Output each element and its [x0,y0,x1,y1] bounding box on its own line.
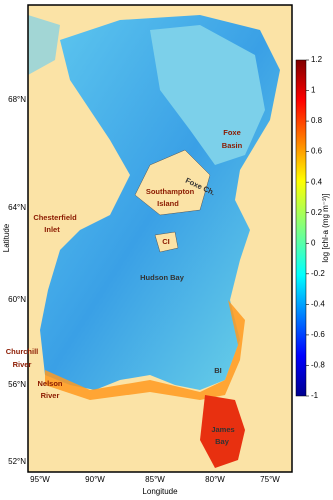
place-label: Chesterfield [33,213,77,222]
latitude-label: 56°N [8,380,26,389]
james-bay-water [200,395,245,468]
latitude-label: 52°N [8,457,26,466]
colorbar-tick-label: 0.2 [311,208,323,217]
place-label: River [41,391,60,400]
colorbar-tick-label: -0.4 [311,299,325,308]
coastal-high [45,300,245,400]
place-label: Bay [215,437,230,446]
longitude-label: 90°W [85,475,105,484]
place-label: CI [162,237,170,246]
latitude-label: 68°N [8,95,26,104]
place-label: Churchill [6,347,39,356]
place-label: BI [214,366,222,375]
colorbar-tick-label: 0 [311,238,316,247]
latitude-label: 60°N [8,295,26,304]
map-area [28,5,292,472]
place-label: Inlet [44,225,60,234]
colorbar-tick-label: 0.8 [311,116,323,125]
colorbar-tick-label: 0.6 [311,147,323,156]
y-axis-label: Latitude [2,223,11,252]
place-label: James [211,425,234,434]
map-frame [27,4,293,473]
colorbar [295,59,307,397]
colorbar-tick-label: -0.8 [311,361,325,370]
colorbar-label: log [chl-a (mg m⁻³)] [321,193,330,262]
latitude-label: 64°N [8,203,26,212]
place-label: Foxe [223,128,241,137]
place-label: Hudson Bay [140,273,185,282]
foxe-basin-water [150,25,265,165]
x-axis-label: Longitude [142,487,178,496]
colorbar-tick-label: 1.2 [311,55,323,64]
longitude-label: 80°W [205,475,225,484]
colorbar-tick-label: -0.2 [311,269,325,278]
colorbar-tick-label: 1 [311,86,316,95]
place-label: River [13,360,32,369]
place-label: Nelson [37,379,62,388]
northwest-water [28,15,60,75]
coats-island [154,231,179,253]
colorbar-tick-label: -1 [311,391,319,400]
longitude-label: 85°W [145,475,165,484]
longitude-label: 75°W [260,475,280,484]
longitude-label: 95°W [30,475,50,484]
southampton-island [134,149,211,216]
place-label: Island [157,199,179,208]
colorbar-tick-label: -0.6 [311,330,325,339]
place-label: Southampton [146,187,195,196]
colorbar-tick-label: 0.4 [311,177,323,186]
place-label: Basin [222,141,243,150]
